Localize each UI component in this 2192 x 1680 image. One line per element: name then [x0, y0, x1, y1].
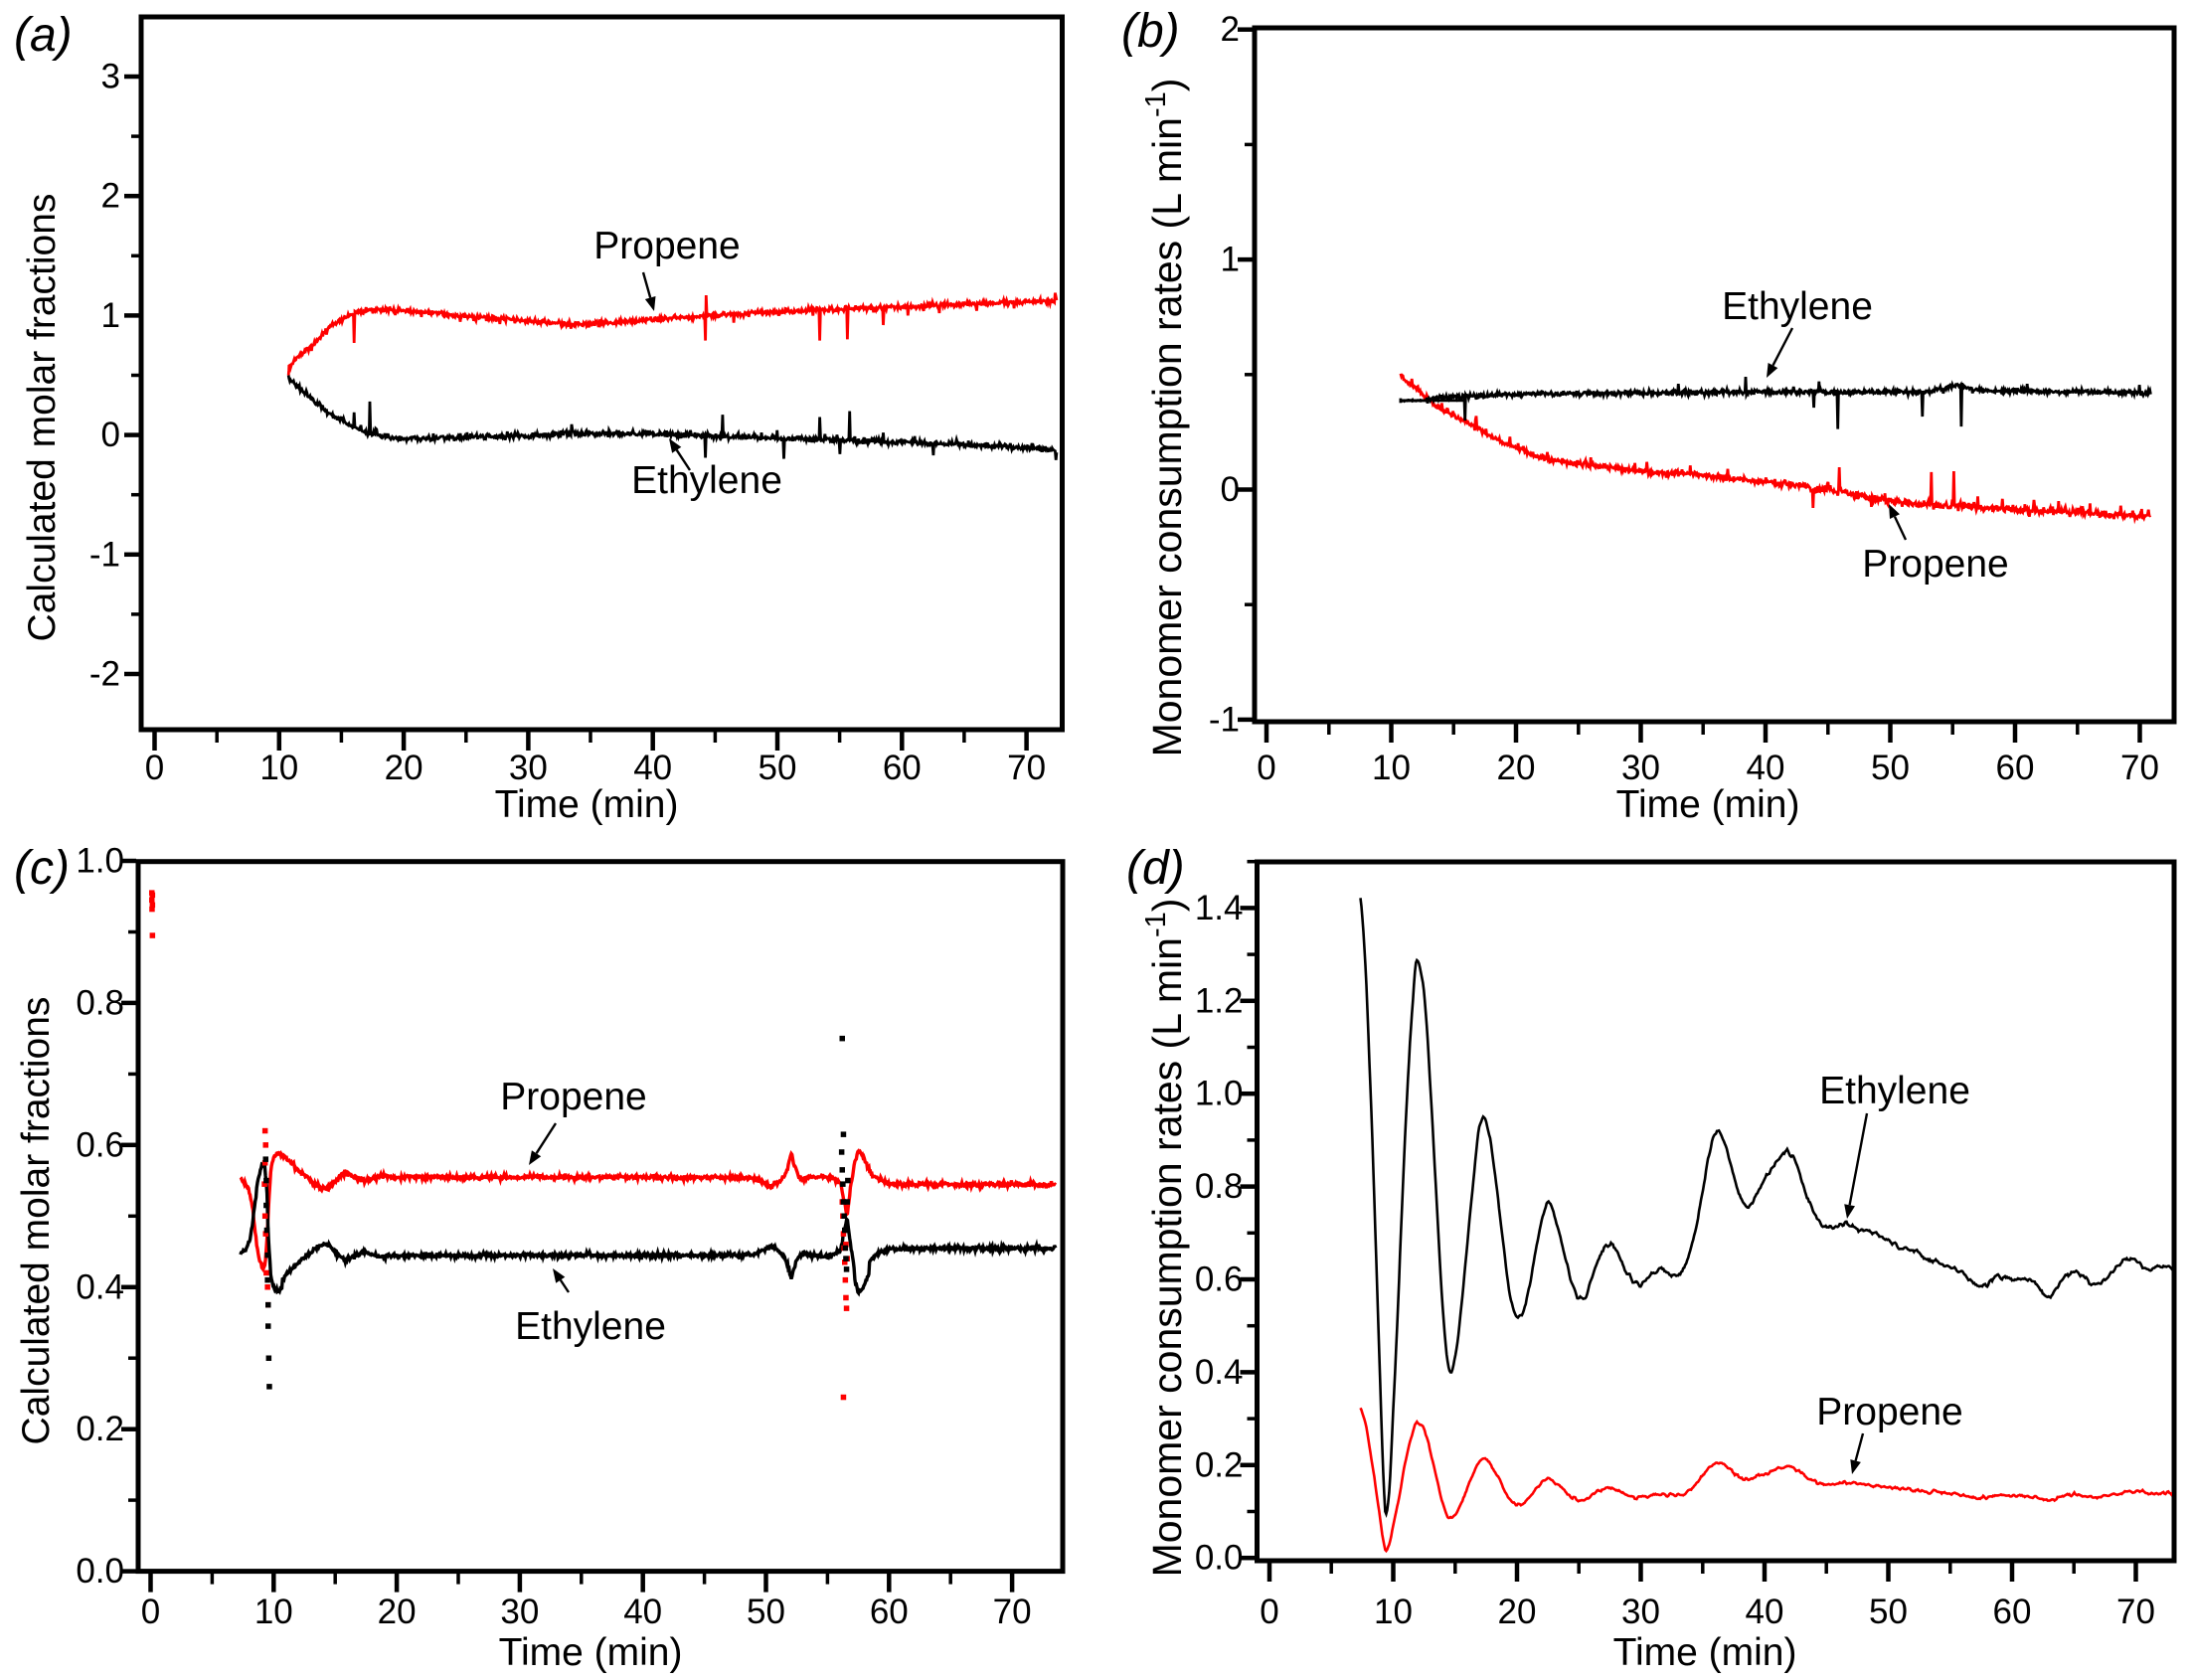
svg-text:40: 40: [633, 749, 672, 787]
svg-text:30: 30: [509, 749, 548, 787]
svg-text:30: 30: [1621, 1593, 1660, 1631]
svg-text:60: 60: [870, 1593, 909, 1631]
svg-text:Time (min): Time (min): [499, 1631, 683, 1674]
svg-text:Propene: Propene: [593, 225, 740, 267]
svg-text:(b): (b): [1121, 5, 1180, 58]
svg-text:10: 10: [1372, 749, 1411, 787]
svg-text:1.0: 1.0: [76, 842, 124, 881]
svg-text:(a): (a): [14, 9, 73, 62]
svg-text:Propene: Propene: [500, 1076, 646, 1118]
svg-text:1: 1: [1221, 241, 1240, 279]
svg-text:10: 10: [259, 749, 298, 787]
svg-text:3: 3: [101, 58, 120, 96]
svg-text:1.4: 1.4: [1195, 889, 1244, 927]
svg-text:0.8: 0.8: [76, 983, 124, 1022]
svg-text:0: 0: [101, 416, 120, 454]
svg-text:0.0: 0.0: [1195, 1539, 1244, 1578]
svg-text:(d): (d): [1126, 842, 1185, 895]
svg-text:2: 2: [1221, 10, 1240, 49]
svg-text:Propene: Propene: [1816, 1391, 1962, 1433]
svg-text:Propene: Propene: [1862, 543, 2008, 586]
svg-text:0.6: 0.6: [1195, 1260, 1244, 1299]
svg-text:(c): (c): [14, 842, 70, 895]
svg-text:0.6: 0.6: [76, 1125, 124, 1164]
svg-text:Monomer consumption rates (L m: Monomer consumption rates (L min-1): [1140, 899, 1190, 1578]
svg-text:0: 0: [145, 749, 164, 787]
svg-text:1: 1: [101, 296, 120, 335]
svg-text:Monomer consumption rates (L m: Monomer consumption rates (L min-1): [1140, 79, 1190, 757]
svg-text:10: 10: [254, 1593, 293, 1631]
svg-text:70: 70: [993, 1593, 1032, 1631]
svg-text:Calculated molar fractions: Calculated molar fractions: [21, 194, 64, 642]
svg-text:20: 20: [378, 1593, 417, 1631]
svg-text:0.8: 0.8: [1195, 1167, 1244, 1206]
svg-text:-2: -2: [89, 655, 120, 694]
svg-text:60: 60: [1993, 1593, 2032, 1631]
svg-text:0.2: 0.2: [1195, 1445, 1244, 1484]
svg-text:1.0: 1.0: [1195, 1075, 1244, 1113]
svg-text:40: 40: [1747, 749, 1785, 787]
svg-text:-1: -1: [1209, 700, 1240, 739]
svg-text:70: 70: [2120, 749, 2159, 787]
svg-text:30: 30: [1621, 749, 1660, 787]
svg-text:70: 70: [2116, 1593, 2155, 1631]
svg-text:60: 60: [883, 749, 922, 787]
svg-text:Time (min): Time (min): [1613, 1631, 1797, 1674]
svg-text:20: 20: [1498, 1593, 1537, 1631]
svg-text:0.2: 0.2: [76, 1410, 124, 1448]
svg-text:0: 0: [1260, 1593, 1278, 1631]
svg-text:Ethylene: Ethylene: [1722, 285, 1873, 328]
svg-text:0: 0: [141, 1593, 160, 1631]
svg-text:40: 40: [623, 1593, 662, 1631]
svg-text:0: 0: [1257, 749, 1275, 787]
svg-text:70: 70: [1007, 749, 1046, 787]
svg-text:0.4: 0.4: [76, 1267, 124, 1306]
svg-text:Ethylene: Ethylene: [1819, 1070, 1970, 1112]
svg-text:1.2: 1.2: [1195, 981, 1244, 1020]
svg-text:-1: -1: [89, 535, 120, 574]
svg-text:20: 20: [385, 749, 423, 787]
svg-text:50: 50: [759, 749, 797, 787]
svg-text:40: 40: [1746, 1593, 1784, 1631]
svg-text:Time (min): Time (min): [495, 783, 679, 826]
svg-text:50: 50: [747, 1593, 785, 1631]
svg-text:0: 0: [1221, 470, 1240, 509]
svg-text:50: 50: [1871, 749, 1910, 787]
svg-text:2: 2: [101, 177, 120, 216]
svg-text:60: 60: [1996, 749, 2035, 787]
svg-text:50: 50: [1869, 1593, 1908, 1631]
svg-text:Time (min): Time (min): [1616, 783, 1800, 826]
svg-text:Ethylene: Ethylene: [631, 459, 782, 502]
svg-text:0.4: 0.4: [1195, 1353, 1244, 1392]
svg-text:0.0: 0.0: [76, 1552, 124, 1591]
svg-text:Calculated molar fractions: Calculated molar fractions: [15, 997, 58, 1445]
svg-text:Ethylene: Ethylene: [515, 1305, 666, 1348]
svg-text:20: 20: [1497, 749, 1536, 787]
svg-text:30: 30: [500, 1593, 539, 1631]
svg-text:10: 10: [1374, 1593, 1413, 1631]
